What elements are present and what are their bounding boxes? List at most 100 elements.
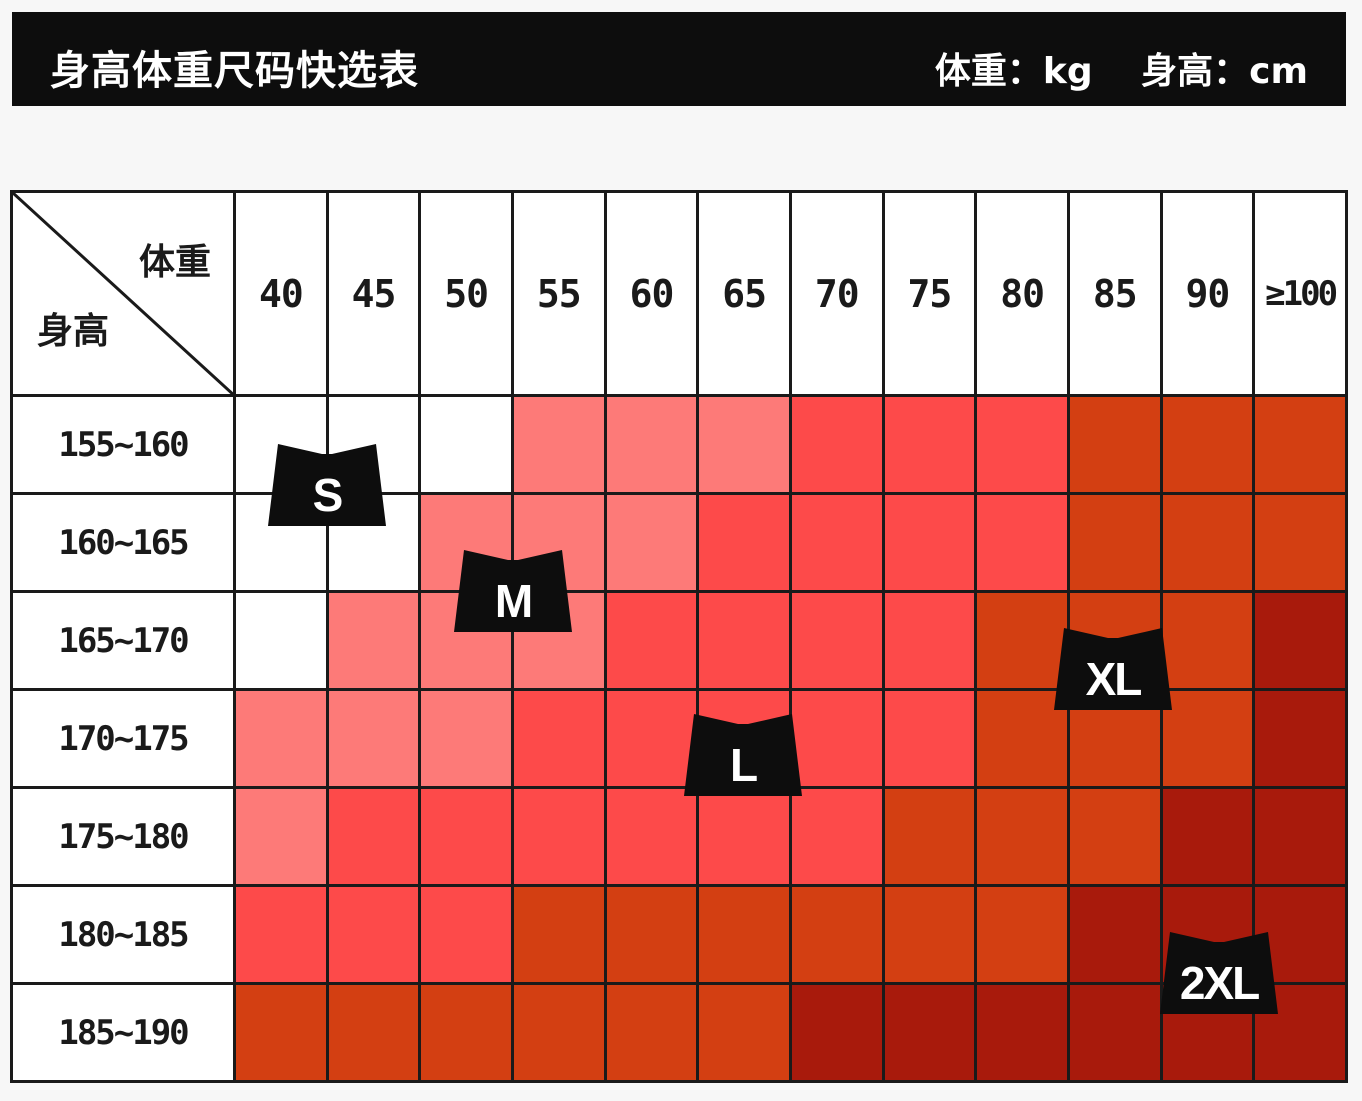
size-cell <box>510 982 607 1083</box>
size-cell <box>788 786 885 887</box>
corner-cell: 体重 身高 <box>10 190 236 397</box>
weight-column-header: 90 <box>1159 190 1256 397</box>
size-cell <box>881 590 978 691</box>
size-cell <box>510 884 607 985</box>
size-badge-2xl: 2XL <box>1158 930 1280 1016</box>
size-cell <box>1159 492 1256 593</box>
size-cell <box>603 884 700 985</box>
size-cell <box>1159 394 1256 495</box>
size-cell <box>603 982 700 1083</box>
size-cell <box>418 688 514 789</box>
size-badge-m: M <box>452 548 574 634</box>
size-cell <box>1066 786 1163 887</box>
weight-column-header: 75 <box>881 190 978 397</box>
size-cell <box>325 884 422 985</box>
size-cell <box>233 688 329 789</box>
height-row-header: 160~165 <box>10 492 236 593</box>
weight-axis-label: 体重 <box>138 242 211 283</box>
size-cell <box>1252 884 1348 985</box>
height-axis-label: 身高 <box>37 311 110 352</box>
size-cell <box>418 982 514 1083</box>
size-cell <box>788 884 885 985</box>
size-badge-l-label: L <box>729 739 758 791</box>
size-cell <box>603 590 700 691</box>
weight-column-header: 85 <box>1066 190 1163 397</box>
size-badge-xl: XL <box>1052 626 1174 712</box>
size-cell <box>696 786 792 887</box>
weight-column-header: 40 <box>233 190 329 397</box>
size-cell <box>1159 590 1256 691</box>
size-cell <box>974 688 1070 789</box>
size-cell <box>1252 688 1348 789</box>
size-badge-s: S <box>266 442 388 528</box>
page-title: 身高体重尺码快选表 <box>50 48 419 94</box>
size-cell <box>325 590 422 691</box>
size-cell <box>510 688 607 789</box>
size-badge-l: L <box>682 712 804 798</box>
height-row: 185~190 <box>10 982 1348 1083</box>
size-cell <box>881 982 978 1083</box>
size-cell <box>696 590 792 691</box>
size-cell <box>881 492 978 593</box>
size-cell <box>603 394 700 495</box>
size-cell <box>233 590 329 691</box>
weight-column-header: 55 <box>510 190 607 397</box>
size-cell <box>1252 394 1348 495</box>
size-cell <box>788 590 885 691</box>
size-cell <box>233 786 329 887</box>
size-cell <box>233 884 329 985</box>
weight-header-row: 体重 身高 40 45 50 55 60 65 70 75 80 85 90 ≥100 <box>10 190 1348 397</box>
size-cell <box>418 394 514 495</box>
weight-column-header: 70 <box>788 190 885 397</box>
size-chart-table: 体重 身高 40 45 50 55 60 65 70 75 80 85 90 ≥100 155~160… <box>10 190 1348 1083</box>
size-cell <box>881 394 978 495</box>
weight-unit-label: 体重：kg <box>934 51 1093 92</box>
size-cell <box>696 884 792 985</box>
height-row: 155~160 <box>10 394 1348 495</box>
size-cell <box>881 786 978 887</box>
size-chart-table-wrap: 体重 身高 40 45 50 55 60 65 70 75 80 85 90 ≥100 155~160… <box>10 190 1348 1083</box>
size-cell <box>603 786 700 887</box>
size-cell <box>1252 492 1348 593</box>
weight-column-header: 80 <box>974 190 1070 397</box>
size-cell <box>325 688 422 789</box>
height-row-header: 170~175 <box>10 688 236 789</box>
size-cell <box>418 786 514 887</box>
size-cell <box>325 982 422 1083</box>
size-cell <box>974 492 1070 593</box>
size-cell <box>881 688 978 789</box>
size-cell <box>788 492 885 593</box>
weight-column-header: 60 <box>603 190 700 397</box>
height-row: 175~180 <box>10 786 1348 887</box>
unit-legend: 体重：kg 身高：cm <box>899 42 1308 94</box>
size-cell <box>1066 884 1163 985</box>
size-cell <box>696 394 792 495</box>
size-cell <box>974 394 1070 495</box>
size-cell <box>974 982 1070 1083</box>
weight-column-header: 45 <box>325 190 422 397</box>
height-row-header: 155~160 <box>10 394 236 495</box>
weight-column-header: 50 <box>418 190 514 397</box>
size-badge-xl-label: XL <box>1085 653 1143 705</box>
size-cell <box>974 590 1070 691</box>
size-badge-2xl-label: 2XL <box>1179 957 1260 1009</box>
diagonal-divider <box>14 194 232 393</box>
size-cell <box>881 884 978 985</box>
size-cell <box>1066 394 1163 495</box>
size-cell <box>1066 982 1163 1083</box>
size-cell <box>603 492 700 593</box>
size-cell <box>788 982 885 1083</box>
height-row-header: 175~180 <box>10 786 236 887</box>
size-cell <box>696 982 792 1083</box>
size-cell <box>603 688 700 789</box>
height-row-header: 165~170 <box>10 590 236 691</box>
size-cell <box>1252 786 1348 887</box>
weight-column-header: 65 <box>696 190 792 397</box>
size-cell <box>325 786 422 887</box>
size-cell <box>510 786 607 887</box>
size-badge-m-label: M <box>494 575 533 627</box>
height-row-header: 180~185 <box>10 884 236 985</box>
weight-column-header: ≥100 <box>1252 190 1348 397</box>
size-badge-s-label: S <box>312 469 344 521</box>
size-cell <box>1252 590 1348 691</box>
